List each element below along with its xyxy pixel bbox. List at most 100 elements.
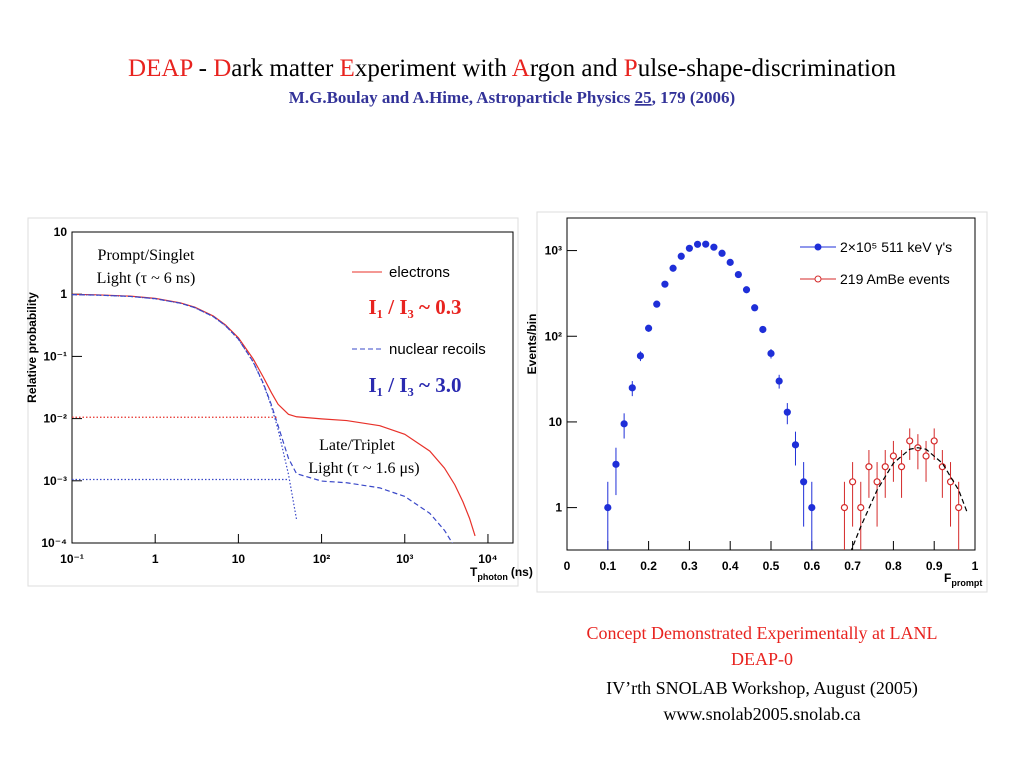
y-tick-label: 1 <box>60 287 67 301</box>
panel-frame <box>27 217 519 587</box>
title-part: ulse-shape-discrimination <box>638 55 897 82</box>
slide-subtitle: M.G.Boulay and A.Hime, Astroparticle Phy… <box>289 88 735 107</box>
data-point <box>881 463 889 471</box>
data-point <box>604 504 612 512</box>
data-point <box>726 258 734 266</box>
panel-frame <box>536 211 988 593</box>
x-label-main: F <box>944 571 951 585</box>
title-part: rgon and <box>530 55 624 82</box>
annotation: Prompt/Singlet <box>98 247 195 264</box>
data-point <box>889 452 898 460</box>
footer-line: DEAP-0 <box>731 649 793 669</box>
data-point <box>751 304 759 312</box>
y-tick-label: 10⁻⁴ <box>41 536 67 550</box>
title-part: ark matter <box>231 55 339 82</box>
y-tick-label: 10⁻² <box>43 412 67 426</box>
data-point <box>955 504 963 512</box>
y-axis-label: Relative probability <box>25 292 39 403</box>
title-part: E <box>340 55 355 82</box>
y-tick-label: 10 <box>54 225 68 239</box>
x-tick-label: 1 <box>152 552 159 566</box>
data-point <box>897 463 906 471</box>
x-tick-label: 10⁴ <box>478 552 497 566</box>
x-tick-label: 10⁻¹ <box>60 552 84 566</box>
x-tick-label: 10 <box>232 552 246 566</box>
x-tick-label: 0.7 <box>844 559 861 573</box>
data-point <box>612 460 620 468</box>
title-part: xperiment with <box>355 55 512 82</box>
data-point <box>930 437 938 445</box>
data-point <box>669 264 677 272</box>
data-point <box>685 244 694 252</box>
plot-frame <box>71 231 514 544</box>
data-point <box>783 408 791 416</box>
plot-area <box>604 240 968 550</box>
data-point <box>734 270 742 279</box>
data-point <box>800 478 808 486</box>
data-point <box>759 325 767 334</box>
data-point <box>865 463 873 471</box>
x-tick-label: 0.3 <box>681 559 698 573</box>
data-point <box>653 300 661 308</box>
title-part: A <box>512 55 530 82</box>
data-point <box>922 452 930 460</box>
data-point <box>791 441 800 449</box>
annotation: I₁ / I₃ ~ 0.3 <box>369 295 462 319</box>
data-point <box>677 252 685 260</box>
footer-line: www.snolab2005.snolab.ca <box>663 704 860 724</box>
annotation: Late/Triplet <box>319 437 395 454</box>
x-tick-label: 10³ <box>396 552 413 566</box>
data-point <box>848 478 857 486</box>
data-point <box>873 478 881 486</box>
x-label-main: T <box>470 565 478 579</box>
data-point <box>906 437 914 445</box>
data-point <box>620 420 628 428</box>
annotation: Light (τ ~ 1.6 μs) <box>308 460 419 477</box>
chart: 0 0.1 0.2 0.3 0.4 0.5 0.6 0.7 0.8 0.9 1 1 10 10² 10³ Ev… <box>525 217 982 588</box>
legend-label: 2×10⁵ 511 keV γ's <box>840 239 952 255</box>
footer-line: Concept Demonstrated Experimentally at L… <box>587 623 938 643</box>
x-tick-label: 0.4 <box>722 559 739 573</box>
data-point <box>840 504 849 512</box>
x-tick-label: 0.8 <box>885 559 902 573</box>
title-part: D <box>213 55 231 82</box>
x-tick-label: 0.2 <box>640 559 657 573</box>
footer-line: IV’rth SNOLAB Workshop, August (2005) <box>606 678 918 699</box>
y-tick-label: 10⁻³ <box>43 474 67 488</box>
subtitle-part: M.G.Boulay and A.Hime, Astroparticle Phy… <box>289 88 635 107</box>
legend-marker <box>814 243 822 251</box>
legend-label: 219 AmBe events <box>840 271 950 287</box>
y-tick-label: 10² <box>545 329 562 343</box>
data-point <box>702 240 710 248</box>
x-tick-label: 1 <box>972 559 979 573</box>
y-tick-label: 10³ <box>545 244 562 258</box>
data-point <box>718 249 726 257</box>
plot-area <box>72 293 476 543</box>
series-line <box>850 447 968 550</box>
x-tick-label: 0.9 <box>926 559 943 573</box>
annotation: Light (τ ~ 6 ns) <box>97 270 196 287</box>
data-point <box>628 384 636 392</box>
data-point <box>775 377 783 385</box>
data-point <box>661 280 669 288</box>
x-label-sub: photon <box>477 572 508 582</box>
x-tick-label: 0.1 <box>599 559 616 573</box>
data-point <box>742 286 751 294</box>
series-line <box>72 294 298 520</box>
annotation: I₁ / I₃ ~ 3.0 <box>369 373 462 397</box>
legend-label: electrons <box>389 264 450 281</box>
data-point <box>857 504 865 512</box>
y-tick-label: 1 <box>555 501 562 515</box>
x-tick-label: 0 <box>564 559 571 573</box>
x-label-sub: prompt <box>951 578 982 588</box>
title-part: - <box>192 55 213 82</box>
x-tick-label: 0.6 <box>803 559 820 573</box>
x-axis-label: Fprompt <box>944 571 982 588</box>
data-point <box>693 240 702 248</box>
legend-label: nuclear recoils <box>389 341 486 358</box>
chart: 10⁻¹ 1 10 10² 10³ 10⁴ 10⁻⁴ 10⁻³ 10⁻² 10⁻¹ 1 10 Relat… <box>25 225 533 582</box>
data-point <box>767 349 775 358</box>
y-tick-label: 10 <box>549 415 563 429</box>
x-axis-label: Tphoton (ns) <box>470 565 533 582</box>
